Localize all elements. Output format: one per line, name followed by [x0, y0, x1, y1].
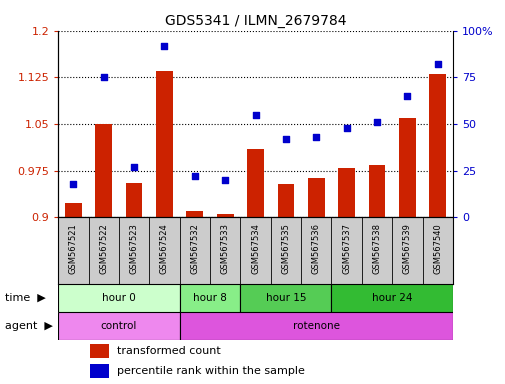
- Bar: [337, 168, 355, 217]
- Text: GSM567539: GSM567539: [402, 223, 411, 274]
- Text: hour 0: hour 0: [102, 293, 135, 303]
- Bar: [307, 178, 324, 217]
- Text: GSM567534: GSM567534: [250, 223, 260, 274]
- Point: [69, 181, 77, 187]
- Text: GSM567523: GSM567523: [129, 223, 138, 274]
- Point: [190, 173, 198, 179]
- Bar: [89, 344, 109, 358]
- Text: rotenone: rotenone: [292, 321, 339, 331]
- Text: GSM567536: GSM567536: [311, 223, 320, 274]
- Bar: [331, 284, 452, 312]
- Point: [281, 136, 289, 142]
- Bar: [240, 284, 331, 312]
- Text: GSM567532: GSM567532: [190, 223, 199, 274]
- Point: [251, 112, 259, 118]
- Point: [372, 119, 380, 125]
- Text: GSM567538: GSM567538: [372, 223, 381, 274]
- Text: GSM567522: GSM567522: [99, 223, 108, 273]
- Bar: [368, 164, 385, 217]
- Text: hour 15: hour 15: [265, 293, 306, 303]
- Bar: [65, 203, 82, 217]
- Point: [433, 61, 441, 68]
- Bar: [58, 284, 179, 312]
- Text: hour 24: hour 24: [371, 293, 412, 303]
- Bar: [179, 312, 452, 340]
- Text: GSM567540: GSM567540: [432, 223, 441, 273]
- Text: GSM567533: GSM567533: [220, 223, 229, 274]
- Point: [312, 134, 320, 140]
- Bar: [429, 74, 445, 217]
- Text: hour 8: hour 8: [193, 293, 226, 303]
- Text: transformed count: transformed count: [117, 346, 221, 356]
- Bar: [217, 214, 233, 217]
- Bar: [247, 149, 264, 217]
- Bar: [186, 211, 203, 217]
- Point: [99, 74, 108, 81]
- Text: GSM567524: GSM567524: [160, 223, 169, 273]
- Bar: [179, 284, 240, 312]
- Bar: [95, 124, 112, 217]
- Point: [160, 43, 168, 49]
- Bar: [126, 183, 142, 217]
- Text: GSM567537: GSM567537: [341, 223, 350, 274]
- Text: time  ▶: time ▶: [5, 293, 46, 303]
- Text: GSM567535: GSM567535: [281, 223, 290, 274]
- Bar: [277, 184, 294, 217]
- Text: percentile rank within the sample: percentile rank within the sample: [117, 366, 305, 376]
- Point: [402, 93, 411, 99]
- Text: agent  ▶: agent ▶: [5, 321, 53, 331]
- Point: [342, 125, 350, 131]
- Point: [130, 164, 138, 170]
- Bar: [58, 312, 179, 340]
- Title: GDS5341 / ILMN_2679784: GDS5341 / ILMN_2679784: [165, 14, 345, 28]
- Text: control: control: [100, 321, 137, 331]
- Point: [221, 177, 229, 183]
- Text: GSM567521: GSM567521: [69, 223, 78, 273]
- Bar: [398, 118, 415, 217]
- Bar: [89, 364, 109, 378]
- Bar: [156, 71, 173, 217]
